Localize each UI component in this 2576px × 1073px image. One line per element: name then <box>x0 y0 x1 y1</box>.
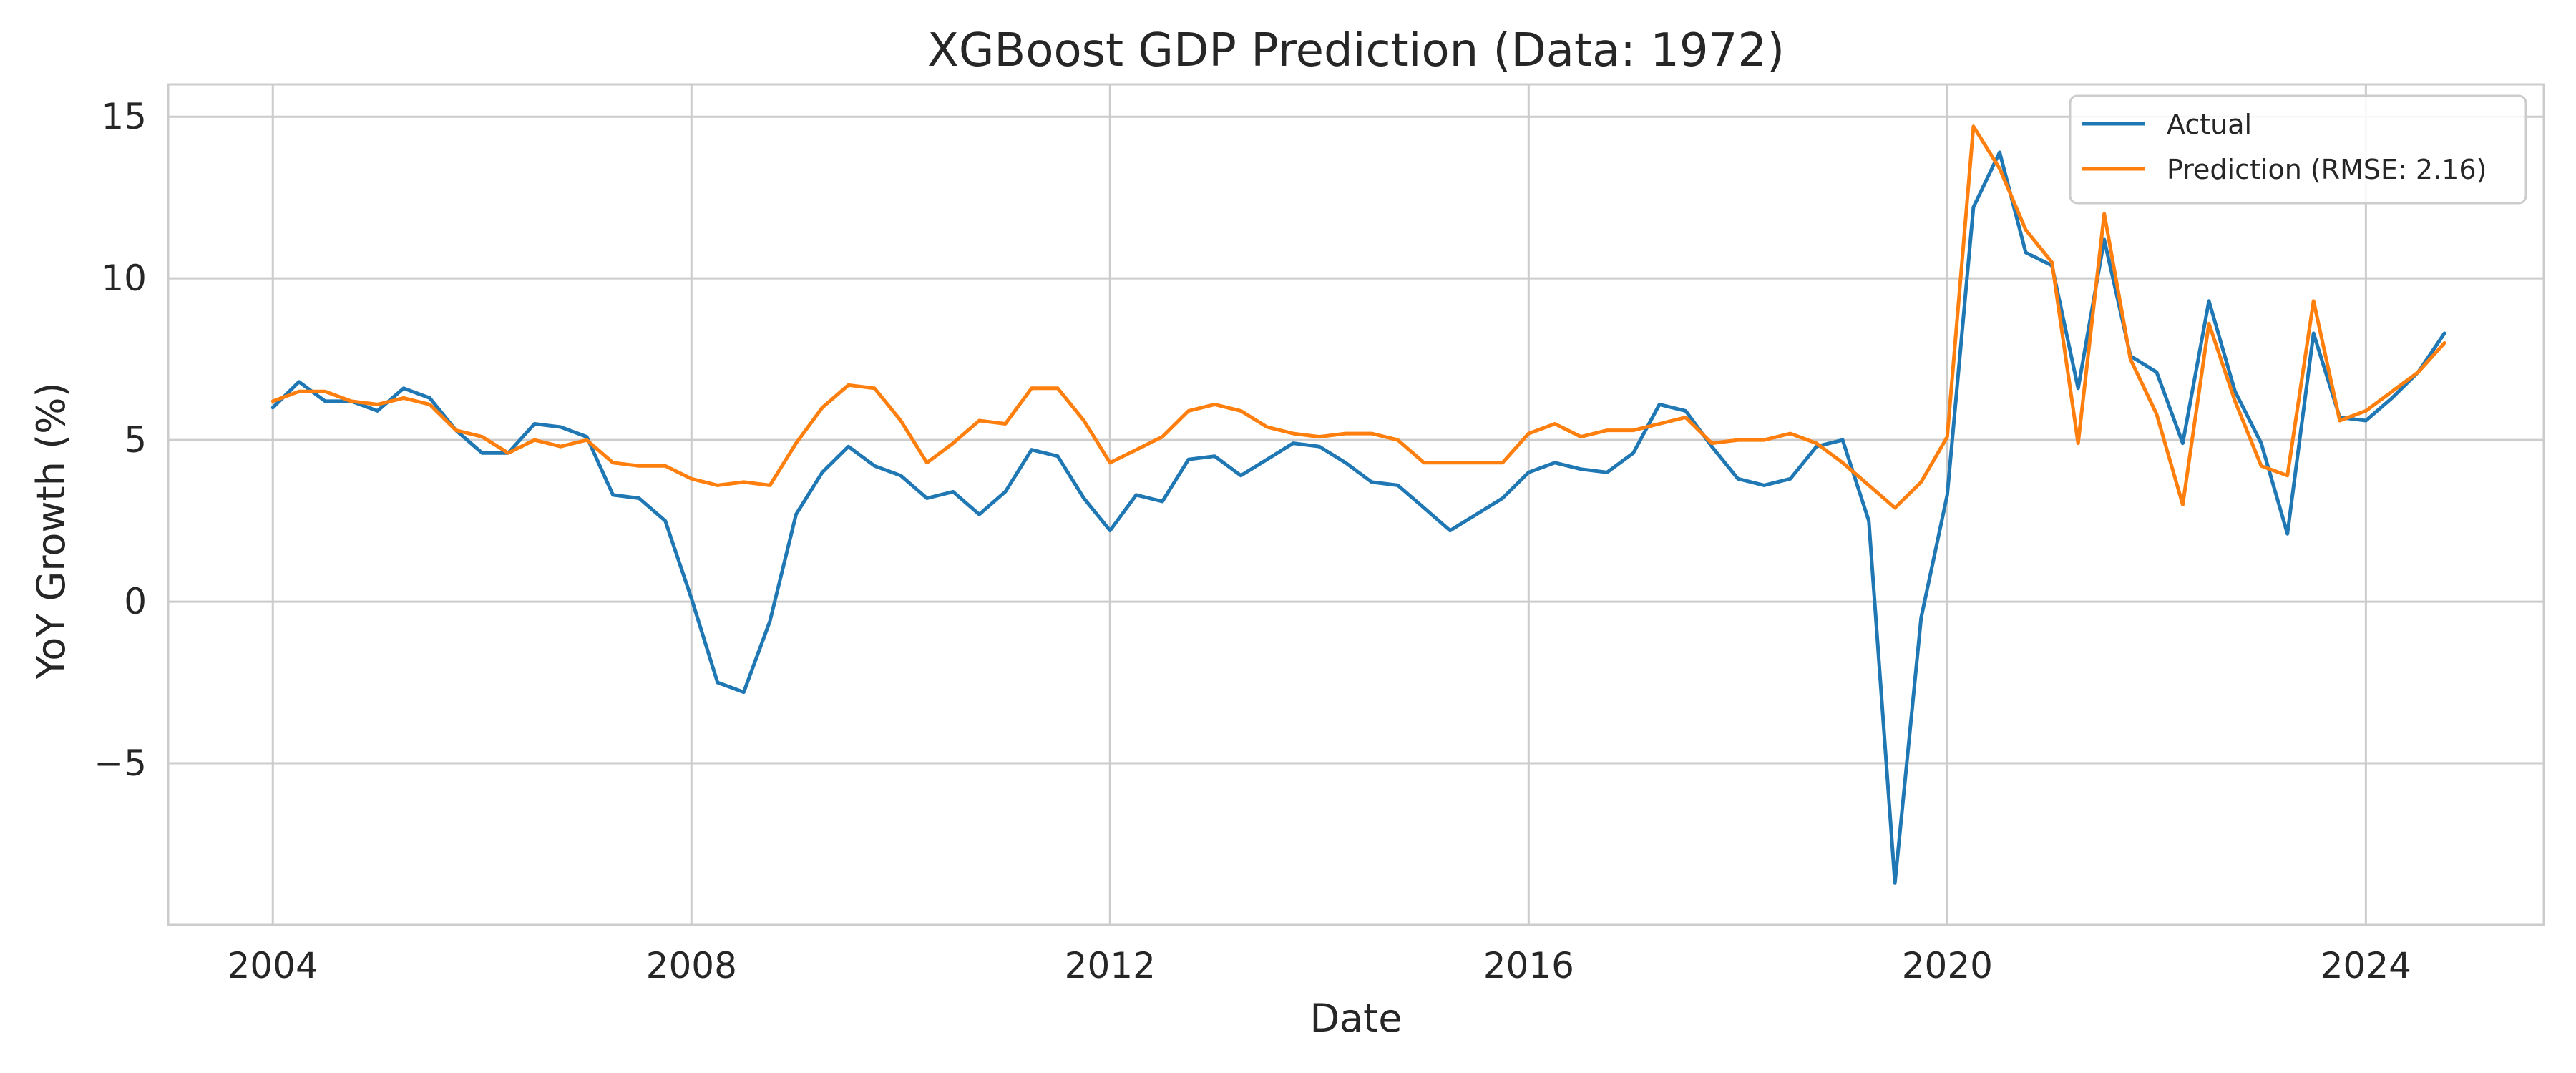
x-tick-label: 2004 <box>228 945 318 986</box>
series-line-actual <box>270 150 2446 885</box>
y-tick-label: 10 <box>101 258 147 299</box>
x-tick-label: 2008 <box>646 945 737 986</box>
legend-label-prediction: Prediction (RMSE: 2.16) <box>2167 154 2487 185</box>
chart-title: XGBoost GDP Prediction (Data: 1972) <box>927 24 1785 77</box>
x-axis-label: Date <box>1309 996 1402 1041</box>
series-line-prediction <box>270 124 2446 510</box>
x-tick-label: 2020 <box>1902 945 1993 986</box>
y-tick-label: 0 <box>124 581 147 622</box>
y-tick-label: −5 <box>94 743 147 784</box>
legend-label-actual: Actual <box>2167 109 2252 140</box>
x-tick-label: 2012 <box>1065 945 1156 986</box>
series-layer <box>270 124 2446 885</box>
y-axis-label: YoY Growth (%) <box>29 382 74 680</box>
y-tick-label: 5 <box>124 419 147 461</box>
tick-labels: 2004 2008 2012 2016 2020 2024 −5 0 5 10 15 <box>94 96 2411 986</box>
plot-frame <box>167 83 2545 926</box>
x-tick-label: 2016 <box>1483 945 1574 986</box>
x-tick-label: 2024 <box>2321 945 2411 986</box>
y-tick-label: 15 <box>101 96 147 137</box>
legend-box <box>2069 94 2527 205</box>
legend: Actual Prediction (RMSE: 2.16) <box>2069 94 2527 205</box>
